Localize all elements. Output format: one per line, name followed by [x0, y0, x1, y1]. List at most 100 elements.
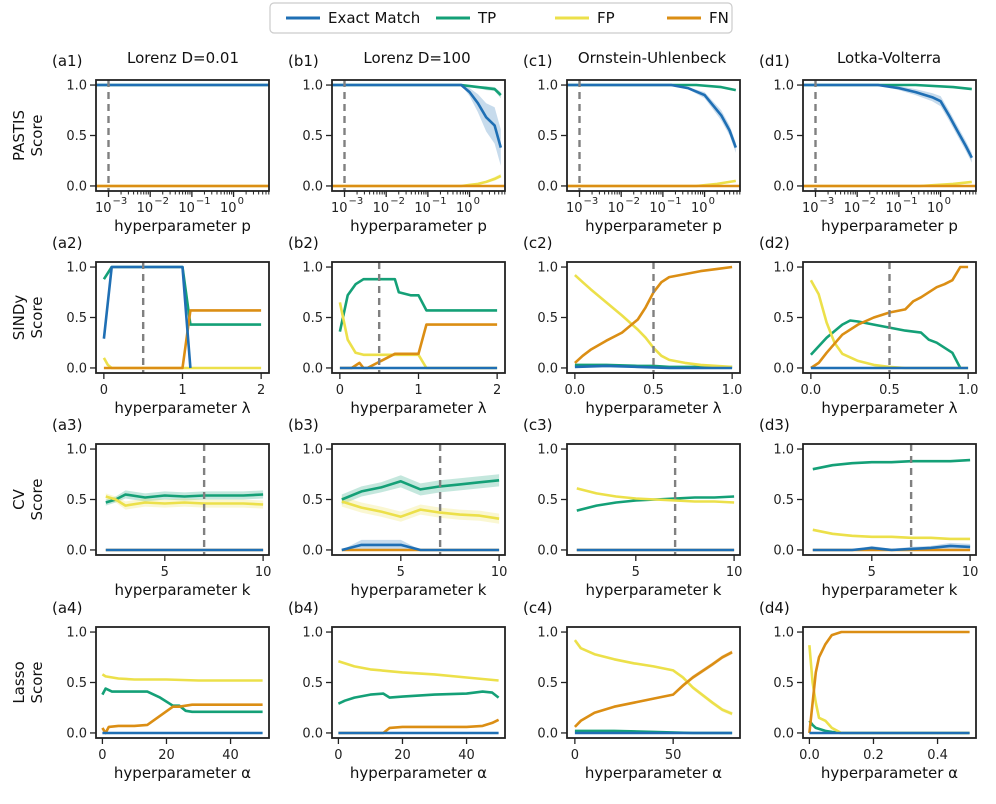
panel-label: (a2) — [52, 234, 82, 252]
panel-label: (c3) — [523, 416, 553, 434]
x-tick-exponent: −1 — [903, 196, 918, 207]
x-tick-exponent: −1 — [196, 196, 211, 207]
series-line-fn — [338, 718, 500, 735]
x-tick-label: 0 — [100, 383, 108, 398]
x-axis-label: hyperparameter α — [350, 764, 487, 782]
y-tick-label: 1.0 — [302, 79, 323, 94]
plot-area — [574, 262, 733, 373]
y-tick-label: 0.0 — [537, 361, 558, 376]
series-line-fp — [338, 302, 498, 370]
panel-label: (a3) — [52, 416, 82, 434]
y-tick-label: 1.0 — [773, 626, 794, 641]
series-line-fp — [341, 500, 500, 520]
x-tick-exponent: 0 — [238, 196, 244, 207]
band-exact — [341, 539, 500, 550]
x-tick-label: 10 — [255, 565, 272, 580]
x-tick-exponent: −2 — [154, 196, 169, 207]
series-line-fp — [101, 673, 263, 682]
x-axis-label: hyperparameter p — [821, 217, 958, 235]
x-tick-exponent: 0 — [709, 196, 715, 207]
plot-area — [338, 262, 498, 373]
panel-b2: (b2) 0.0 0.5 1.0 0 1 2 hyperparameter λ — [288, 234, 506, 417]
series-line-fn — [103, 309, 262, 370]
band-fp — [574, 639, 733, 716]
x-axis-label: hyperparameter λ — [114, 399, 250, 417]
y-tick-label: 0.5 — [66, 311, 87, 326]
x-tick-label: 0.0 — [565, 383, 586, 398]
plot-area — [332, 80, 505, 191]
x-tick-label: 2 — [493, 383, 501, 398]
x-tick-label: 5 — [161, 565, 169, 580]
y-tick-label: 1.0 — [302, 626, 323, 641]
y-tick-label: 0.0 — [537, 726, 558, 741]
axes-frame — [802, 79, 977, 192]
y-tick-label: 0.0 — [773, 179, 794, 194]
column-title-2: Ornstein-Uhlenbeck — [578, 49, 727, 67]
y-tick-label: 0.5 — [302, 311, 323, 326]
series-line-tp — [338, 277, 498, 332]
panel-label: (b1) — [288, 52, 319, 70]
y-tick-label: 1.0 — [537, 626, 558, 641]
x-axis-label: hyperparameter λ — [585, 399, 721, 417]
panel-label: (c2) — [523, 234, 553, 252]
y-tick-label: 0.5 — [302, 676, 323, 691]
row-label-method: CV — [10, 488, 28, 509]
row-label-score: Score — [28, 661, 46, 703]
y-tick-label: 1.0 — [302, 261, 323, 276]
x-tick-exponent: −2 — [861, 196, 876, 207]
x-tick-label: 10 — [220, 201, 237, 216]
legend: Exact Match TP FP FN — [269, 2, 733, 34]
y-tick-label: 1.0 — [66, 261, 87, 276]
plot-area — [96, 80, 269, 191]
x-tick-label: 10 — [95, 201, 112, 216]
x-tick-label: 1 — [414, 383, 422, 398]
row-label-2: CV Score — [10, 478, 46, 520]
axes-frame — [802, 443, 977, 556]
panel-d1: (d1)0.00.51.010 −3 10 −2 10 −1 10 0hyperparamet… — [759, 52, 977, 235]
y-tick-label: 0.0 — [302, 179, 323, 194]
x-axis-label: hyperparameter k — [586, 581, 722, 599]
series-line-tp — [812, 458, 971, 471]
x-axis-label: hyperparameter k — [351, 581, 487, 599]
panel-d3: (d3) 0.0 0.5 1.0 5 10 hyperparameter k — [759, 416, 978, 599]
y-tick-label: 0.0 — [773, 726, 794, 741]
x-tick-exponent: −3 — [820, 196, 835, 207]
axes-frame — [95, 261, 270, 374]
x-axis-label: hyperparameter k — [822, 581, 958, 599]
panels: Lorenz D=0.01 Lorenz D=100 Ornstein-Uhlenb… — [10, 49, 978, 782]
axes-frame — [331, 79, 506, 192]
y-tick-label: 0.0 — [302, 726, 323, 741]
panel-label: (d4) — [759, 599, 790, 617]
x-tick-label: 40 — [458, 748, 475, 763]
y-tick-label: 1.0 — [773, 79, 794, 94]
plot-area — [101, 673, 263, 735]
plot-area — [812, 444, 971, 555]
y-tick-label: 0.5 — [537, 129, 558, 144]
row-label-method: SINDy — [10, 295, 28, 341]
x-tick-label: 10 — [414, 201, 431, 216]
axes-frame — [95, 626, 270, 739]
plot-area — [567, 80, 740, 191]
y-tick-label: 0.0 — [302, 361, 323, 376]
series-line-exact — [574, 364, 733, 370]
axes-frame — [331, 261, 506, 374]
plot-area — [808, 630, 970, 735]
x-tick-label: 50 — [665, 748, 682, 763]
band-exact — [332, 85, 501, 166]
y-tick-label: 1.0 — [66, 626, 87, 641]
x-tick-label: 10 — [456, 201, 473, 216]
x-axis-label: hyperparameter α — [114, 764, 251, 782]
x-tick-label: 40 — [222, 748, 239, 763]
series-line-exact — [341, 543, 500, 552]
series-line-fp — [576, 487, 735, 504]
x-tick-label: 1.0 — [958, 383, 979, 398]
plot-area — [573, 639, 733, 735]
x-tick-exponent: −1 — [667, 196, 682, 207]
series-line-fp — [338, 660, 499, 682]
x-tick-label: 20 — [158, 748, 175, 763]
x-tick-exponent: −3 — [113, 196, 128, 207]
x-tick-label: 10 — [566, 201, 583, 216]
x-axis-label: hyperparameter p — [585, 217, 722, 235]
